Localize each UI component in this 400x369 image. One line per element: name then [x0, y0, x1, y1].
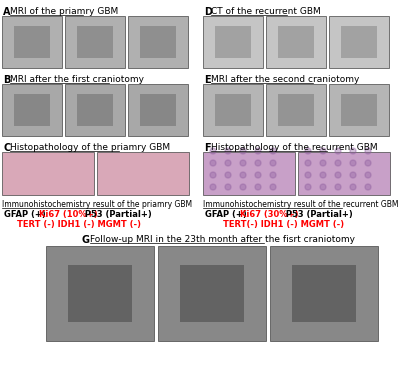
Circle shape — [305, 148, 311, 154]
FancyBboxPatch shape — [2, 16, 62, 68]
Text: D: D — [204, 7, 212, 17]
Text: A: A — [3, 7, 10, 17]
Circle shape — [210, 172, 216, 178]
FancyBboxPatch shape — [140, 94, 176, 125]
Circle shape — [350, 148, 356, 154]
FancyBboxPatch shape — [140, 27, 176, 58]
Circle shape — [365, 172, 371, 178]
Text: Ki67 (30%+): Ki67 (30%+) — [240, 210, 298, 219]
Circle shape — [240, 172, 246, 178]
Circle shape — [335, 184, 341, 190]
Circle shape — [255, 160, 261, 166]
Circle shape — [305, 160, 311, 166]
FancyBboxPatch shape — [215, 27, 251, 58]
FancyBboxPatch shape — [203, 152, 295, 195]
FancyBboxPatch shape — [65, 16, 125, 68]
Text: Ki67 (10%+): Ki67 (10%+) — [39, 210, 98, 219]
Circle shape — [270, 172, 276, 178]
Circle shape — [270, 148, 276, 154]
Circle shape — [270, 160, 276, 166]
Text: TERT(-) IDH1 (-) MGMT (-): TERT(-) IDH1 (-) MGMT (-) — [223, 220, 344, 229]
Circle shape — [350, 184, 356, 190]
FancyBboxPatch shape — [158, 246, 266, 341]
FancyBboxPatch shape — [292, 265, 356, 322]
Circle shape — [320, 184, 326, 190]
Text: F: F — [204, 143, 211, 153]
Circle shape — [335, 172, 341, 178]
Circle shape — [335, 160, 341, 166]
FancyBboxPatch shape — [266, 84, 326, 136]
Text: MRI of the priamry GBM: MRI of the priamry GBM — [10, 7, 118, 16]
FancyBboxPatch shape — [14, 27, 50, 58]
Circle shape — [225, 172, 231, 178]
FancyBboxPatch shape — [278, 94, 314, 125]
Circle shape — [225, 148, 231, 154]
Circle shape — [350, 160, 356, 166]
FancyBboxPatch shape — [68, 265, 132, 322]
Text: C: C — [3, 143, 10, 153]
FancyBboxPatch shape — [2, 84, 62, 136]
Circle shape — [305, 172, 311, 178]
Circle shape — [225, 184, 231, 190]
Circle shape — [320, 148, 326, 154]
FancyBboxPatch shape — [203, 16, 263, 68]
FancyBboxPatch shape — [65, 84, 125, 136]
FancyBboxPatch shape — [2, 152, 94, 195]
FancyBboxPatch shape — [77, 27, 113, 58]
Circle shape — [240, 184, 246, 190]
Circle shape — [305, 184, 311, 190]
Text: GFAP (+): GFAP (+) — [205, 210, 250, 219]
FancyBboxPatch shape — [14, 94, 50, 125]
FancyBboxPatch shape — [203, 84, 263, 136]
Text: B: B — [3, 75, 10, 85]
Circle shape — [240, 160, 246, 166]
Text: TERT (-) IDH1 (-) MGMT (-): TERT (-) IDH1 (-) MGMT (-) — [17, 220, 141, 229]
Circle shape — [240, 148, 246, 154]
Circle shape — [225, 160, 231, 166]
FancyBboxPatch shape — [270, 246, 378, 341]
FancyBboxPatch shape — [341, 94, 377, 125]
FancyBboxPatch shape — [266, 16, 326, 68]
Circle shape — [320, 160, 326, 166]
FancyBboxPatch shape — [128, 84, 188, 136]
Circle shape — [365, 160, 371, 166]
Circle shape — [210, 160, 216, 166]
Text: Immunohistochemistry result of the recurrent GBM: Immunohistochemistry result of the recur… — [203, 200, 398, 209]
Circle shape — [210, 148, 216, 154]
Text: MRI after the first craniotomy: MRI after the first craniotomy — [10, 75, 144, 84]
FancyBboxPatch shape — [128, 16, 188, 68]
Text: MRI after the second craniotomy: MRI after the second craniotomy — [211, 75, 359, 84]
FancyBboxPatch shape — [97, 152, 189, 195]
FancyBboxPatch shape — [341, 27, 377, 58]
Circle shape — [350, 172, 356, 178]
FancyBboxPatch shape — [329, 16, 389, 68]
Circle shape — [255, 148, 261, 154]
FancyBboxPatch shape — [278, 27, 314, 58]
Text: CT of the recurrent GBM: CT of the recurrent GBM — [211, 7, 321, 16]
Text: P53 (Partial+): P53 (Partial+) — [283, 210, 353, 219]
FancyBboxPatch shape — [77, 94, 113, 125]
Text: P53 (Partial+): P53 (Partial+) — [82, 210, 152, 219]
Text: Histopathology of the priamry GBM: Histopathology of the priamry GBM — [10, 143, 170, 152]
Circle shape — [365, 148, 371, 154]
Text: GFAP (+): GFAP (+) — [4, 210, 49, 219]
Circle shape — [320, 172, 326, 178]
Circle shape — [270, 184, 276, 190]
FancyBboxPatch shape — [298, 152, 390, 195]
Circle shape — [210, 184, 216, 190]
Text: Immunohistochemistry result of the priamry GBM: Immunohistochemistry result of the priam… — [2, 200, 192, 209]
Text: Histopathology of the recurrent GBM: Histopathology of the recurrent GBM — [211, 143, 378, 152]
Circle shape — [255, 172, 261, 178]
Circle shape — [335, 148, 341, 154]
Text: G: G — [82, 235, 90, 245]
Circle shape — [365, 184, 371, 190]
FancyBboxPatch shape — [180, 265, 244, 322]
Text: Follow-up MRI in the 23th month after the fisrt craniotomy: Follow-up MRI in the 23th month after th… — [90, 235, 355, 244]
Text: E: E — [204, 75, 211, 85]
FancyBboxPatch shape — [46, 246, 154, 341]
FancyBboxPatch shape — [215, 94, 251, 125]
Circle shape — [255, 184, 261, 190]
FancyBboxPatch shape — [329, 84, 389, 136]
